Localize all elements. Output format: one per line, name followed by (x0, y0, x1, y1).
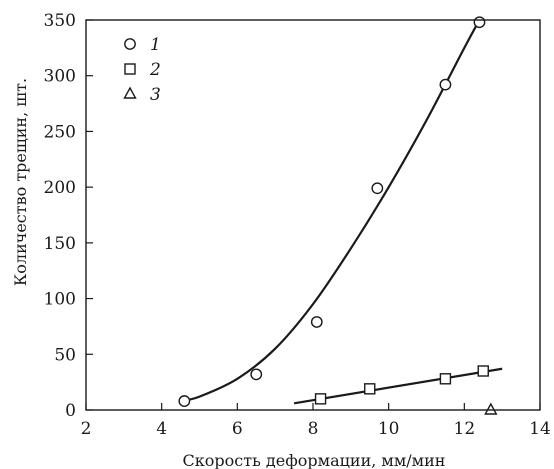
legend: 1 2 3 (123, 35, 161, 105)
y-tick-label: 300 (44, 67, 76, 87)
x-tick-label: 12 (454, 419, 476, 439)
legend-marker-series-3 (123, 86, 137, 99)
data-point-series-2 (364, 383, 376, 395)
data-point-series-2 (439, 373, 452, 385)
data-point-series-3 (484, 402, 498, 415)
y-tick-label: 150 (44, 234, 76, 254)
data-point-series-1 (310, 316, 323, 328)
data-point-series-1 (371, 182, 384, 195)
data-point-series-2 (314, 393, 327, 405)
marks-layer (178, 16, 503, 415)
x-tick-label: 8 (308, 419, 319, 439)
x-tick-label: 6 (232, 419, 243, 439)
legend-marker-series-1 (124, 38, 136, 50)
fit-line-series-2 (293, 367, 503, 405)
data-point-series-1 (473, 16, 486, 29)
data-point-series-1 (250, 368, 263, 381)
x-tick-label: 10 (378, 419, 400, 439)
x-axis-label: Скорость деформации, мм/мин (183, 451, 446, 469)
fit-line-series-1 (180, 19, 481, 403)
y-tick-label: 50 (54, 345, 76, 365)
y-tick-label: 200 (44, 178, 76, 198)
y-tick-label: 0 (65, 401, 76, 421)
y-tick-label: 250 (44, 122, 76, 142)
data-point-series-2 (477, 365, 489, 377)
series-2 (293, 365, 503, 405)
legend-marker-series-2 (124, 63, 136, 75)
x-tick-label: 2 (81, 419, 92, 439)
data-point-series-1 (178, 395, 191, 407)
data-point-series-1 (439, 78, 452, 91)
legend-label-series-1: 1 (150, 35, 161, 55)
x-tick-label: 14 (529, 419, 551, 439)
series-1 (178, 16, 486, 407)
legend-label-series-3: 3 (150, 85, 161, 105)
series-3 (484, 402, 498, 415)
y-tick-label: 100 (44, 290, 76, 310)
legend-label-series-2: 2 (149, 60, 161, 80)
y-tick-label: 350 (44, 11, 76, 31)
y-axis-label: Количество трещин, шт. (11, 78, 30, 286)
x-tick-label: 4 (156, 419, 167, 439)
